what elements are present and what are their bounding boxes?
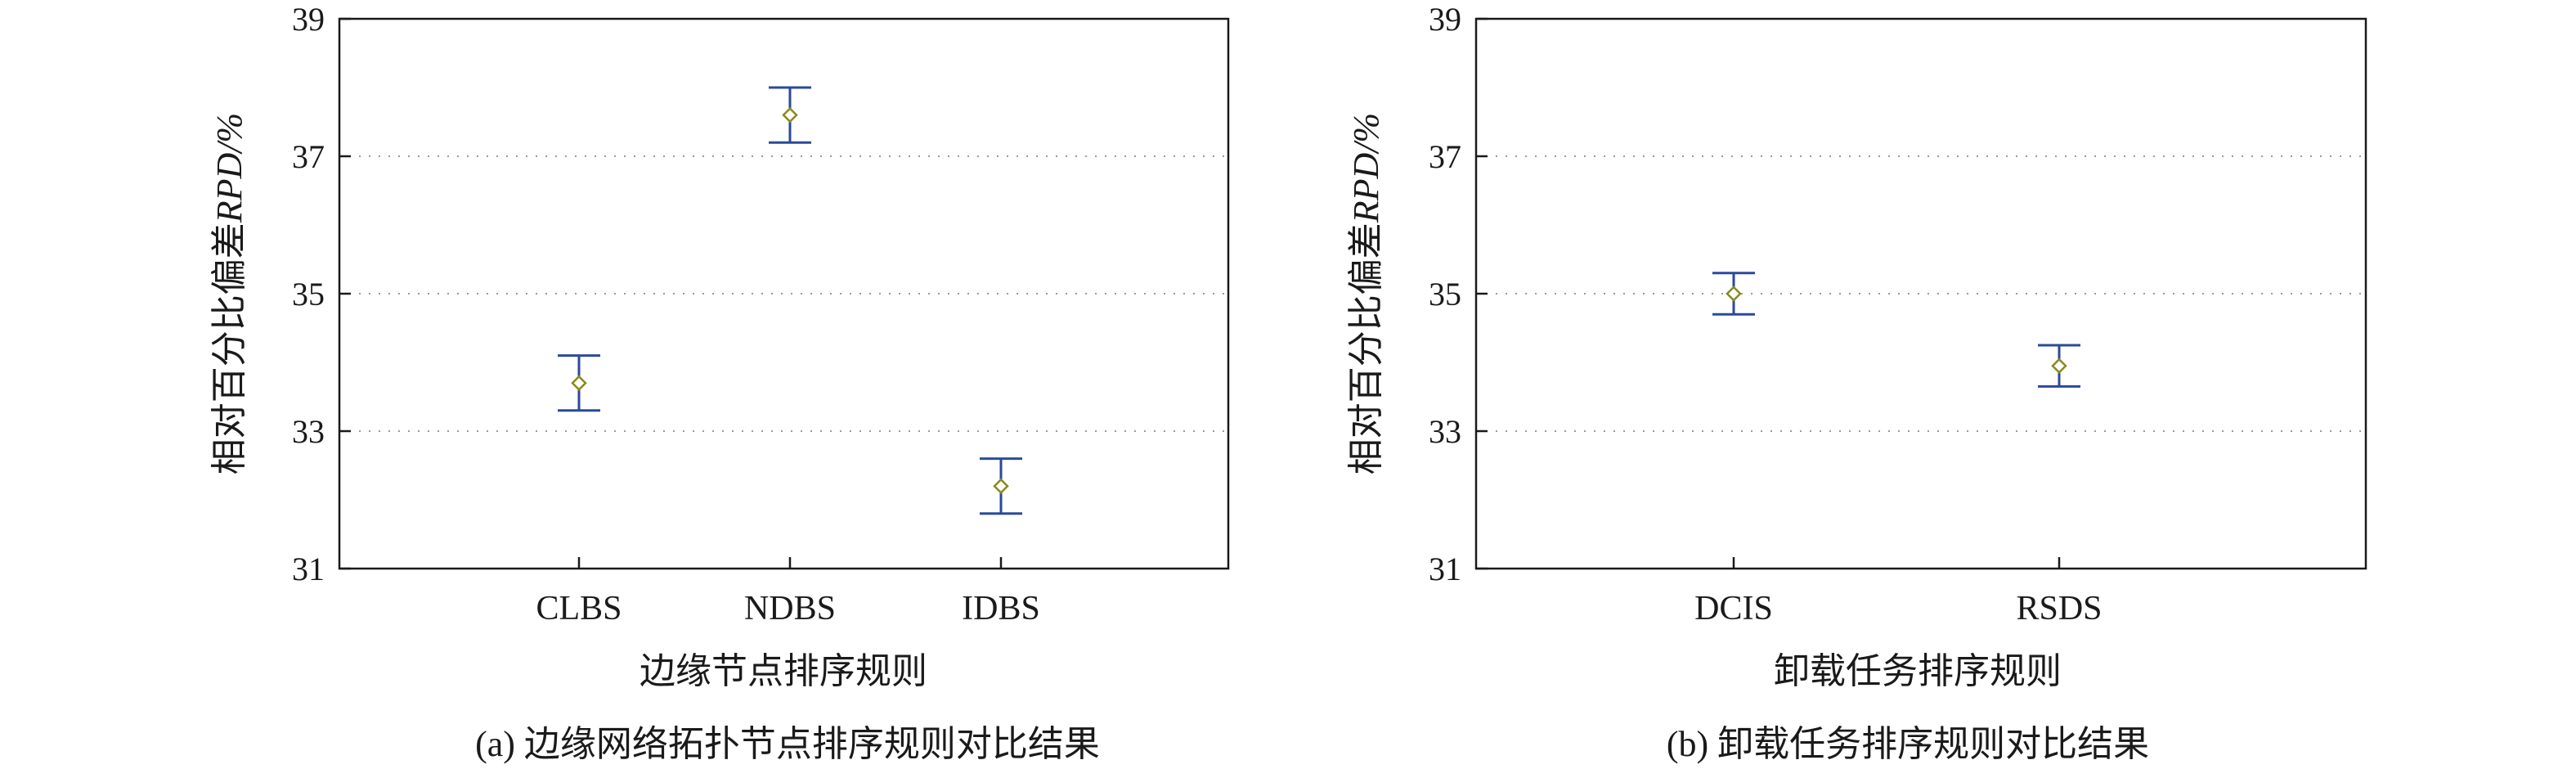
y-tick-label: 31 [292,551,325,587]
error-bar-clbs [558,354,600,412]
error-bar-ndbs [769,86,811,144]
x-tick-label: DCIS [1694,590,1773,627]
error-bar-rsds [2038,344,2080,388]
error-bar-dcis [1712,272,1755,316]
x-tick-label: IDBS [962,590,1040,627]
y-tick-label: 35 [1429,276,1461,313]
chart-panel-b: 31 33 35 37 39 DCIS RSDS 卸载任务排序规则 相对百分比偏差RPD/% (b… [1346,1,2367,764]
y-axis-title: 相对百分比偏差RPD/% [1346,113,1386,474]
y-axis-title-unit: /% [209,113,249,155]
mean-marker-dcis [1726,286,1742,302]
y-tick-label: 33 [292,413,325,450]
plot-frame [338,17,1230,570]
error-bar-idbs [980,457,1022,515]
panel-caption: (a) 边缘网络拓扑节点排序规则对比结果 [475,724,1100,764]
y-tick-label: 39 [1429,1,1461,38]
mean-marker-idbs [993,478,1009,494]
mean-marker-clbs [571,375,587,391]
mean-marker-rsds [2051,358,2067,374]
panel-caption: (b) 卸载任务排序规则对比结果 [1667,724,2149,764]
x-axis-title: 卸载任务排序规则 [1774,651,2062,691]
y-tick-label: 31 [1429,551,1461,587]
y-tick-label: 37 [1429,138,1461,175]
mean-marker-ndbs [782,106,798,124]
x-axis-title: 边缘节点排序规则 [640,651,927,691]
x-tick-label: RSDS [2016,590,2102,627]
y-axis-title-main: 相对百分比偏差 [1346,223,1386,474]
y-tick-label: 37 [292,138,325,175]
x-tick-label: NDBS [744,590,836,627]
y-axis-title-main: 相对百分比偏差 [209,223,249,474]
y-axis-title-italic: RPD [1346,152,1386,223]
y-tick-label: 39 [292,1,325,38]
y-axis-title-unit: /% [1346,113,1386,155]
chart-panel-a: 31 33 35 37 39 CLBS NDBS IDBS 边缘节点排序规则 相对百分比偏差RPD… [209,1,1230,764]
y-tick-label: 35 [292,276,325,313]
x-tick-label: CLBS [536,590,622,627]
y-axis-title: 相对百分比偏差RPD/% [209,113,249,474]
y-tick-label: 33 [1429,413,1461,450]
y-axis-title-italic: RPD [209,152,249,223]
